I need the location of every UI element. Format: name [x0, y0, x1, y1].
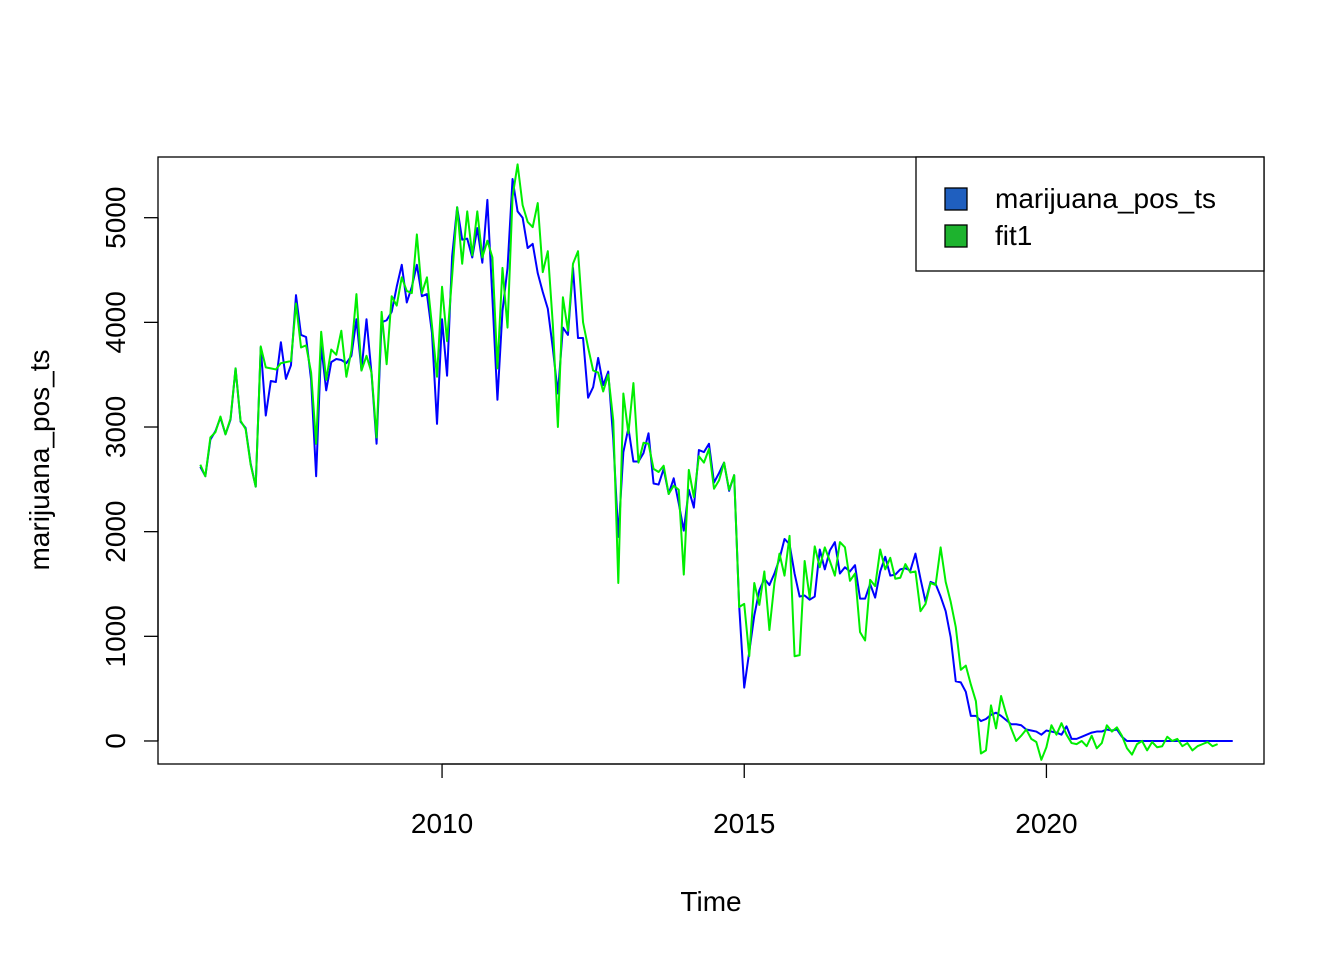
legend-label-fit1: fit1 [995, 220, 1032, 251]
y-axis-label: marijuana_pos_ts [24, 349, 55, 570]
x-tick-label: 2015 [713, 808, 775, 839]
y-tick-label: 0 [100, 733, 131, 749]
x-tick-label: 2010 [411, 808, 473, 839]
x-tick-label: 2020 [1015, 808, 1077, 839]
legend-swatch-marijuana-pos-ts [944, 187, 968, 211]
legend-box [915, 156, 1265, 272]
series-line-fit1 [199, 163, 1219, 761]
legend-label-marijuana-pos-ts: marijuana_pos_ts [995, 183, 1216, 214]
legend: marijuana_pos_ts fit1 [915, 156, 1265, 272]
y-tick-label: 1000 [100, 605, 131, 667]
y-tick-label: 5000 [100, 187, 131, 249]
x-axis: 2010 2015 2020 [411, 763, 1078, 839]
y-tick-label: 2000 [100, 501, 131, 563]
y-axis: 0 1000 2000 3000 4000 5000 [100, 187, 159, 749]
x-axis-label: Time [680, 886, 741, 917]
legend-swatch-fit1 [944, 224, 968, 248]
y-tick-label: 3000 [100, 396, 131, 458]
y-tick-label: 4000 [100, 291, 131, 353]
series-layer [199, 163, 1233, 761]
